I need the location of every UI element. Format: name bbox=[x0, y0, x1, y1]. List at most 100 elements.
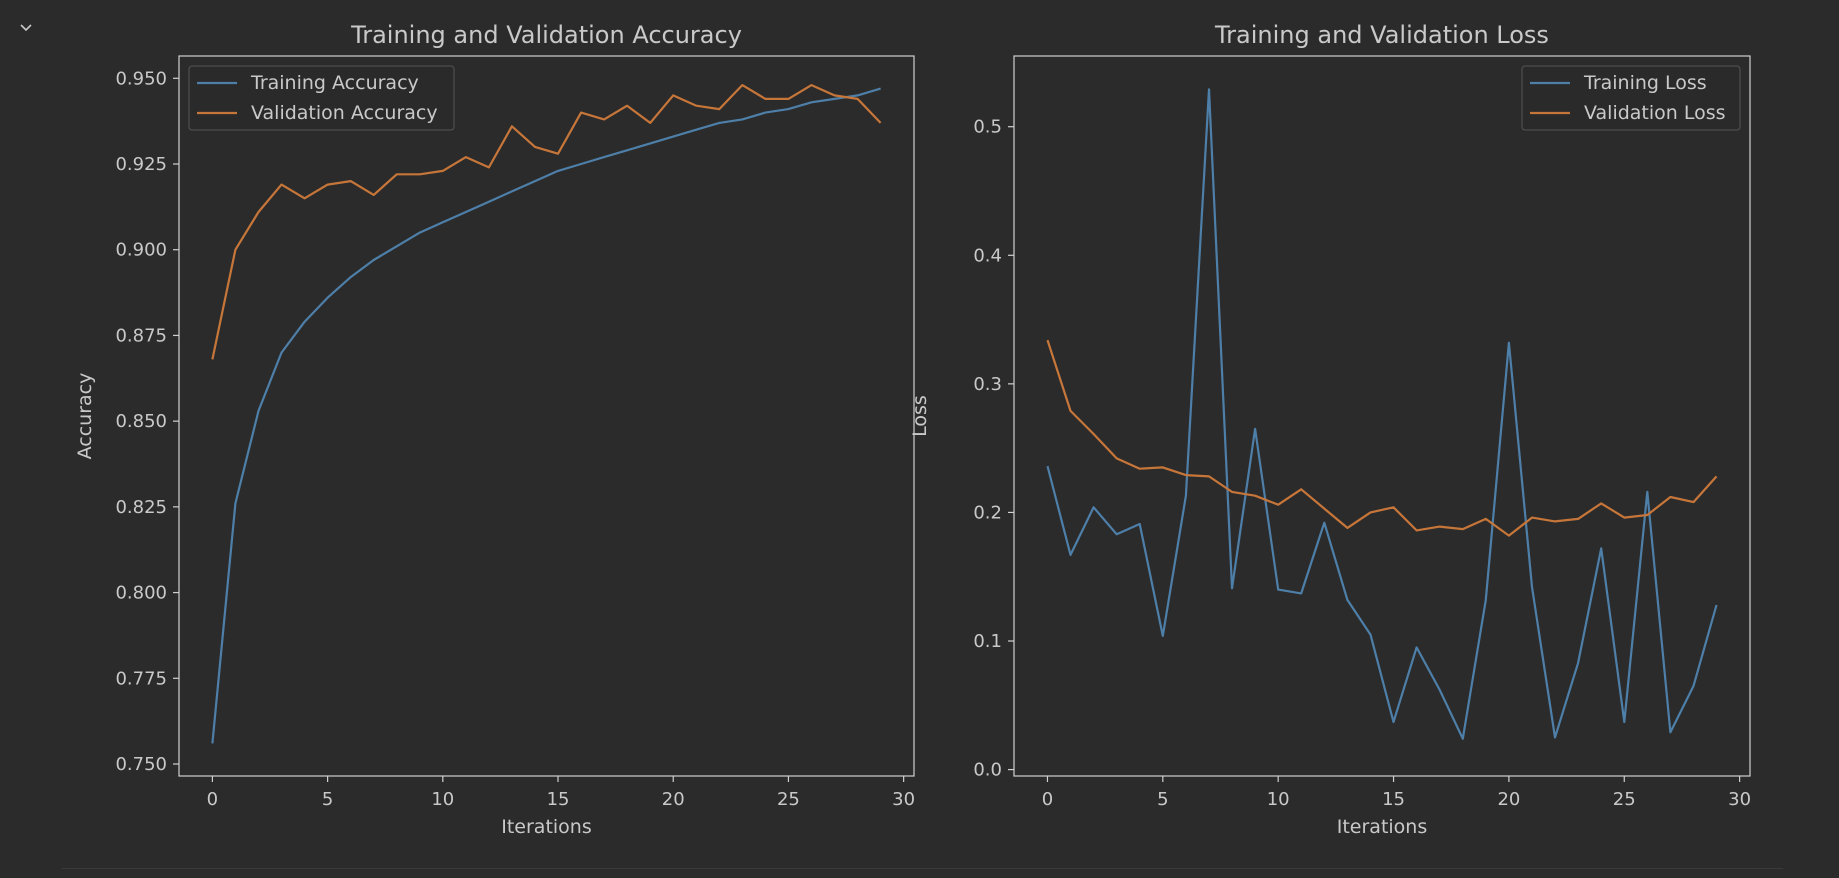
training-loss-point bbox=[1668, 730, 1672, 734]
training-loss-point bbox=[1645, 490, 1649, 494]
validation-accuracy-point bbox=[694, 104, 698, 108]
training-accuracy-point bbox=[487, 200, 491, 204]
x-tick-label: 30 bbox=[1728, 789, 1751, 810]
training-accuracy-point bbox=[348, 275, 352, 279]
validation-loss-point bbox=[1461, 527, 1465, 531]
legend-box bbox=[188, 65, 455, 131]
validation-accuracy-point bbox=[671, 93, 675, 97]
validation-accuracy-point bbox=[348, 179, 352, 183]
training-accuracy-point bbox=[740, 117, 744, 121]
training-loss-point bbox=[1114, 532, 1118, 536]
validation-loss-point bbox=[1068, 409, 1072, 413]
training-loss-point bbox=[1345, 598, 1349, 602]
validation-loss-point bbox=[1322, 506, 1326, 510]
y-tick-label: 0.900 bbox=[115, 240, 167, 261]
training-loss-point bbox=[1207, 87, 1211, 91]
training-accuracy-point bbox=[233, 501, 237, 505]
y-tick-label: 0.4 bbox=[973, 245, 1002, 266]
validation-accuracy-point bbox=[418, 172, 422, 176]
validation-loss-point bbox=[1045, 338, 1049, 342]
y-tick-label: 0.925 bbox=[115, 154, 167, 175]
validation-loss-point bbox=[1138, 467, 1142, 471]
x-tick-label: 0 bbox=[1042, 789, 1053, 810]
training-accuracy-point bbox=[533, 179, 537, 183]
plot-area bbox=[1013, 55, 1751, 777]
validation-accuracy-point bbox=[487, 165, 491, 169]
legend: Training Accuracy Validation Accuracy bbox=[188, 65, 455, 131]
training-loss-point bbox=[1576, 661, 1580, 665]
training-accuracy-point bbox=[671, 134, 675, 138]
chart-title: Training and Validation Accuracy bbox=[350, 21, 742, 49]
validation-accuracy-point bbox=[579, 110, 583, 114]
training-loss-point bbox=[1045, 464, 1049, 468]
legend-box bbox=[1521, 65, 1741, 131]
legend: Training Loss Validation Loss bbox=[1521, 65, 1741, 131]
validation-loss-point bbox=[1253, 494, 1257, 498]
validation-loss-point bbox=[1553, 519, 1557, 523]
validation-accuracy-point bbox=[763, 97, 767, 101]
plot-area bbox=[178, 55, 915, 777]
validation-accuracy-point bbox=[279, 182, 283, 186]
validation-loss-point bbox=[1714, 474, 1718, 478]
training-accuracy-point bbox=[256, 409, 260, 413]
training-accuracy-point bbox=[210, 741, 214, 745]
y-tick-label: 0.0 bbox=[973, 760, 1002, 781]
training-accuracy-point bbox=[279, 350, 283, 354]
x-tick-label: 10 bbox=[1267, 789, 1290, 810]
validation-loss-point bbox=[1391, 505, 1395, 509]
validation-accuracy-point bbox=[625, 104, 629, 108]
training-loss-point bbox=[1276, 587, 1280, 591]
training-accuracy-point bbox=[625, 148, 629, 152]
x-tick-label: 25 bbox=[777, 789, 800, 810]
validation-accuracy-point bbox=[233, 248, 237, 252]
training-loss-point bbox=[1461, 737, 1465, 741]
training-loss-point bbox=[1553, 735, 1557, 739]
training-loss-point bbox=[1253, 427, 1257, 431]
x-tick-label: 30 bbox=[892, 789, 915, 810]
training-loss-point bbox=[1068, 553, 1072, 557]
legend-label: Validation Accuracy bbox=[251, 102, 438, 124]
validation-loss-point bbox=[1299, 487, 1303, 491]
validation-accuracy-point bbox=[210, 357, 214, 361]
training-accuracy-point bbox=[371, 258, 375, 262]
validation-accuracy-point bbox=[533, 145, 537, 149]
training-accuracy-point bbox=[441, 220, 445, 224]
legend-label: Training Loss bbox=[1583, 72, 1707, 94]
validation-accuracy-point bbox=[464, 155, 468, 159]
y-tick-label: 0.800 bbox=[115, 583, 167, 604]
validation-loss-point bbox=[1184, 473, 1188, 477]
validation-loss-point bbox=[1161, 465, 1165, 469]
validation-loss-point bbox=[1437, 524, 1441, 528]
validation-loss-point bbox=[1114, 456, 1118, 460]
validation-loss-point bbox=[1345, 526, 1349, 530]
y-axis-label: Accuracy bbox=[74, 373, 96, 460]
training-accuracy-point bbox=[579, 162, 583, 166]
training-loss-point bbox=[1437, 688, 1441, 692]
training-loss-point bbox=[1714, 603, 1718, 607]
x-tick-label: 5 bbox=[1157, 789, 1168, 810]
training-loss-point bbox=[1599, 546, 1603, 550]
validation-accuracy-point bbox=[878, 121, 882, 125]
y-tick-label: 0.850 bbox=[115, 411, 167, 432]
y-tick-label: 0.775 bbox=[115, 668, 167, 689]
training-accuracy-point bbox=[556, 169, 560, 173]
y-tick-label: 0.5 bbox=[973, 117, 1002, 138]
validation-accuracy-point bbox=[809, 83, 813, 87]
validation-accuracy-point bbox=[832, 93, 836, 97]
validation-accuracy-line bbox=[211, 83, 882, 360]
x-tick-label: 5 bbox=[322, 789, 333, 810]
validation-accuracy-point bbox=[648, 121, 652, 125]
training-accuracy-point bbox=[602, 155, 606, 159]
validation-accuracy-point bbox=[717, 107, 721, 111]
validation-accuracy-point bbox=[602, 117, 606, 121]
validation-loss-point bbox=[1091, 432, 1095, 436]
collapse-output-button[interactable] bbox=[12, 16, 40, 40]
validation-accuracy-point bbox=[556, 152, 560, 156]
validation-accuracy-point bbox=[302, 196, 306, 200]
validation-loss-point bbox=[1530, 515, 1534, 519]
x-axis-label: Iterations bbox=[501, 816, 592, 838]
training-loss-point bbox=[1368, 632, 1372, 636]
validation-accuracy-point bbox=[371, 193, 375, 197]
y-tick-label: 0.750 bbox=[115, 754, 167, 775]
